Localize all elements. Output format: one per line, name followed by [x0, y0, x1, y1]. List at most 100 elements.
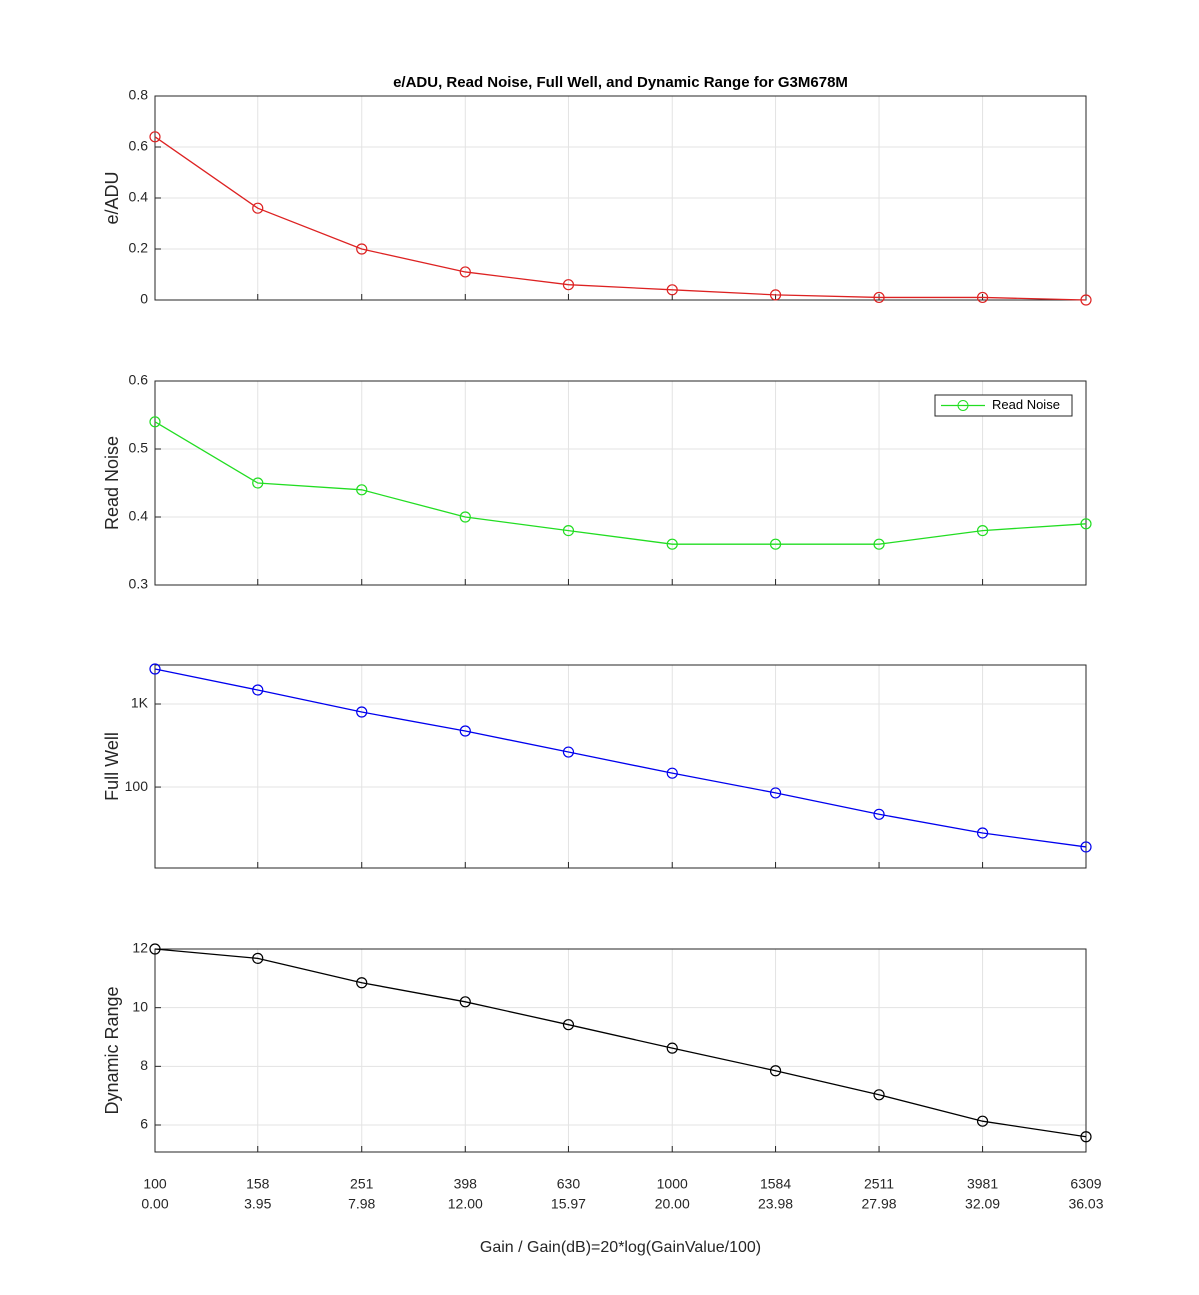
subplot: 100 1K Full Well: [102, 663, 1092, 869]
data-point: [252, 202, 264, 214]
x-tick-label: 100: [143, 1176, 167, 1192]
data-point: [252, 684, 264, 696]
plot-area: [155, 381, 1086, 585]
data-point: [976, 1115, 989, 1127]
data-point: [976, 291, 989, 304]
y-tick-label: 0.2: [129, 240, 149, 256]
data-point: [666, 284, 678, 296]
data-point: [769, 289, 782, 301]
y-tick-label: 0.5: [129, 440, 149, 456]
x-tick-sublabel: 15.97: [551, 1196, 586, 1212]
data-point: [666, 1042, 678, 1054]
chart-title: e/ADU, Read Noise, Full Well, and Dynami…: [393, 74, 848, 91]
data-point: [149, 131, 161, 143]
axes-box: [154, 95, 1087, 301]
x-tick-sublabel: 32.09: [965, 1196, 1000, 1212]
y-tick-label: 6: [140, 1116, 148, 1132]
y-tick-label: 0.6: [129, 372, 149, 388]
legend: Read Noise: [934, 394, 1073, 417]
x-tick-sublabel: 20.00: [655, 1196, 690, 1212]
data-point: [149, 663, 161, 675]
x-axis-label: Gain / Gain(dB)=20*log(GainValue/100): [480, 1239, 761, 1256]
x-tick-sublabel: 0.00: [141, 1196, 168, 1212]
subplot: 0 0.2 0.4 0.6 0.8 e/ADU, Read Noise, Full Wel…: [102, 74, 1092, 307]
data-point: [1080, 841, 1092, 853]
data-point: [356, 484, 368, 496]
x-tick-sublabel: 7.98: [348, 1196, 375, 1212]
legend-marker: [957, 400, 969, 411]
data-point: [562, 746, 575, 758]
series-line: [154, 136, 1087, 301]
y-tick-label: 12: [132, 940, 148, 956]
x-tick-label: 1584: [760, 1176, 791, 1192]
x-tick-label: 6309: [1070, 1176, 1101, 1192]
series-line: [154, 668, 1087, 848]
data-point: [873, 808, 885, 820]
data-point: [252, 477, 264, 489]
x-tick-label: 251: [350, 1176, 374, 1192]
y-tick-label: 8: [140, 1057, 148, 1073]
data-point: [562, 1019, 575, 1031]
data-point: [149, 943, 161, 955]
data-point: [149, 416, 161, 428]
legend-box: [934, 394, 1073, 417]
y-tick-label: 0: [140, 291, 148, 307]
x-tick-label: 1000: [657, 1176, 688, 1192]
x-tick-label: 158: [246, 1176, 270, 1192]
data-point: [873, 1089, 885, 1101]
data-point: [562, 524, 575, 537]
x-tick-sublabel: 36.03: [1068, 1196, 1103, 1212]
data-point: [666, 767, 678, 779]
data-point: [976, 827, 989, 839]
y-tick-label: 1K: [131, 695, 149, 711]
data-point: [873, 538, 885, 550]
subplot: 100 0.00 158 3.95 251 7.98 398 12.00 630 15.97 100…: [102, 940, 1104, 1257]
subplot: 0.3 0.4 0.5 0.6 Read Noise Read Noise: [102, 372, 1092, 592]
y-axis-label: Read Noise: [102, 436, 122, 530]
y-axis-label: Full Well: [102, 732, 122, 801]
y-tick-label: 0.4: [129, 508, 149, 524]
y-tick-label: 0.4: [129, 189, 149, 205]
y-axis-label: e/ADU: [102, 171, 122, 224]
data-point: [252, 952, 264, 964]
data-point: [459, 511, 471, 523]
axes-box: [154, 948, 1087, 1153]
plot-area: [155, 949, 1086, 1152]
y-tick-label: 10: [132, 998, 148, 1014]
x-tick-label: 3981: [967, 1176, 998, 1192]
y-tick-label: 0.3: [129, 576, 149, 592]
data-point: [459, 996, 471, 1008]
axes-box: [154, 664, 1087, 869]
legend-label: Read Noise: [992, 397, 1060, 412]
data-point: [873, 291, 885, 304]
x-tick-sublabel: 27.98: [862, 1196, 897, 1212]
data-point: [1080, 518, 1092, 530]
data-point: [356, 977, 368, 989]
data-point: [769, 538, 782, 550]
x-tick-sublabel: 3.95: [244, 1196, 271, 1212]
data-point: [459, 725, 471, 737]
y-tick-label: 100: [125, 778, 149, 794]
data-point: [769, 1065, 782, 1077]
x-tick-label: 398: [454, 1176, 478, 1192]
y-tick-label: 0.8: [129, 87, 149, 103]
data-point: [769, 787, 782, 799]
x-tick-label: 630: [557, 1176, 581, 1192]
data-point: [562, 279, 575, 291]
x-tick-sublabel: 23.98: [758, 1196, 793, 1212]
x-tick-sublabel: 12.00: [448, 1196, 483, 1212]
data-point: [459, 266, 471, 278]
series-line: [154, 948, 1087, 1138]
y-tick-label: 0.6: [129, 138, 149, 154]
series-line: [154, 421, 1087, 545]
y-axis-label: Dynamic Range: [102, 986, 122, 1114]
x-tick-label: 2511: [864, 1176, 894, 1192]
data-point: [1080, 294, 1092, 306]
data-point: [976, 524, 989, 537]
data-point: [356, 243, 368, 255]
data-point: [1080, 1131, 1092, 1143]
plot-area: [155, 665, 1086, 868]
data-point: [356, 706, 368, 718]
data-point: [666, 538, 678, 550]
